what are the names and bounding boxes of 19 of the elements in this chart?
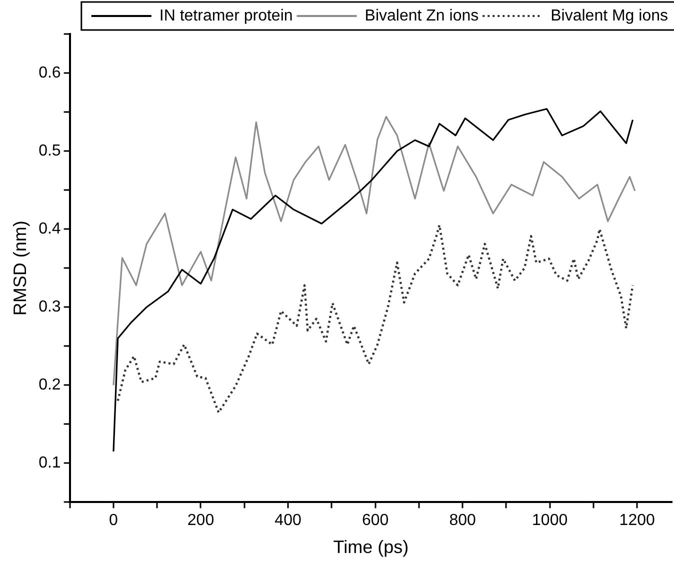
x-tick-label: 200 [187,512,214,530]
y-axis-title: RMSD (nm) [10,220,30,316]
line-series [116,224,634,414]
y-tick-label: 0.2 [38,376,61,394]
x-tick-label: 800 [449,512,476,530]
legend-label: IN tetramer protein [159,7,293,24]
y-tick-label: 0.5 [38,142,61,160]
x-tick-label: 1000 [532,512,568,530]
x-axis-title: Time (ps) [333,537,409,558]
y-tick-label: 0.4 [38,220,61,238]
legend-label: Bivalent Zn ions [364,7,479,24]
legend-label: Bivalent Mg ions [550,7,668,24]
x-tick-label: 0 [109,512,118,530]
x-tick-label: 600 [362,512,389,530]
x-tick-label: 1200 [619,512,655,530]
y-tick-label: 0.1 [38,454,61,472]
y-tick-label: 0.6 [38,64,61,82]
x-tick-label: 400 [274,512,302,530]
y-tick-label: 0.3 [38,298,61,316]
